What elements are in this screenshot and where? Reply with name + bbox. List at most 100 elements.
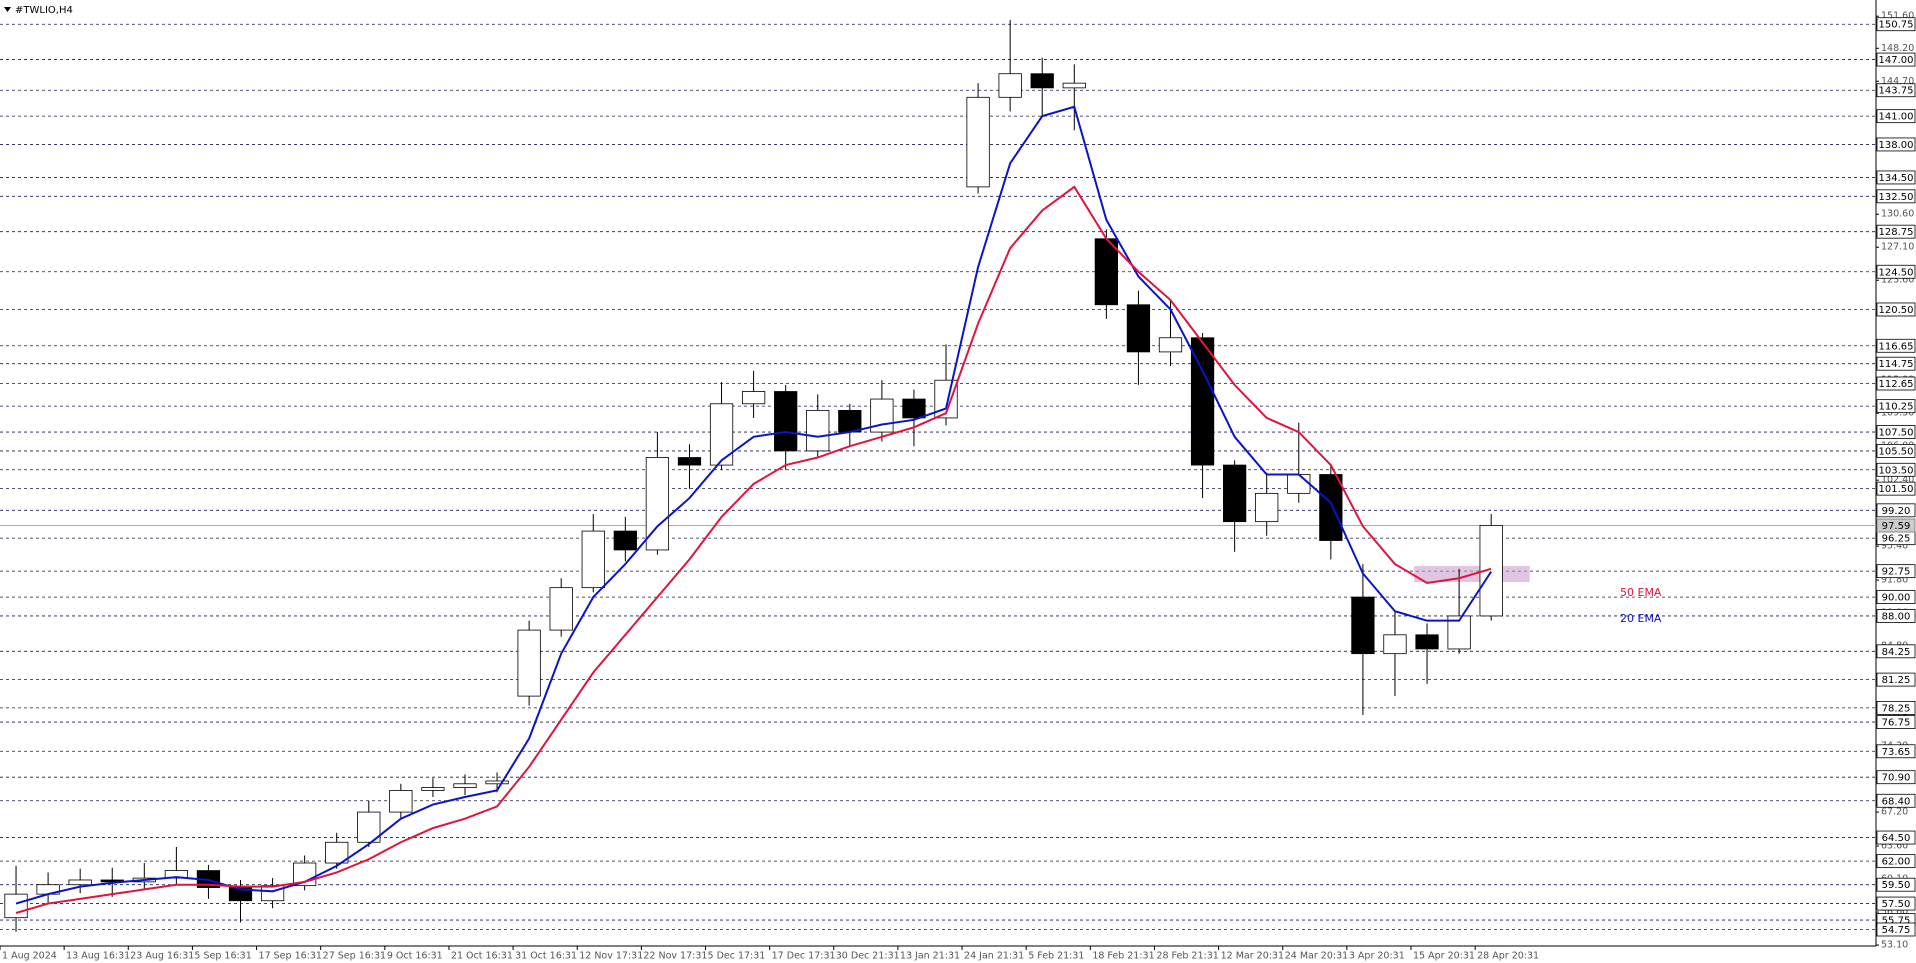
level-label: 54.75 [1882,925,1911,936]
candle-body [902,398,926,419]
level-label: 143.75 [1879,86,1914,97]
level-box [1876,356,1916,371]
level-box [1876,462,1916,477]
x-tick-label: 17 Sep 16:31 [259,951,322,962]
level-box [1876,137,1916,152]
level-box [1876,644,1916,659]
level-label: 107.50 [1879,428,1914,439]
level-box [1876,109,1916,124]
level-box [1876,793,1916,808]
candle-body [517,629,541,697]
level-box [1876,715,1916,729]
candle-body [1126,304,1151,353]
x-tick-label: 22 Nov 17:31 [643,951,707,962]
last-price-box [1876,518,1916,533]
level-box [1876,17,1916,32]
x-tick-label: 12 Mar 20:31 [1221,951,1284,962]
level-label: 57.50 [1882,899,1911,910]
candle-body [1479,525,1503,617]
candle-body [1030,73,1054,89]
level-box [1876,170,1916,185]
x-tick-label: 27 Sep 16:31 [323,951,386,962]
y-tick-label: 63.60 [1881,841,1908,852]
candle-body [68,879,92,886]
level-box [1876,830,1916,845]
y-tick-label: 144.70 [1881,76,1914,87]
y-tick-label: 53.10 [1881,940,1908,951]
candle-body [1062,82,1086,89]
candle-body [4,893,28,919]
x-tick-label: 17 Dec 17:31 [772,951,836,962]
level-box [1876,481,1916,496]
candle-body [453,783,477,788]
level-label: 62.00 [1882,857,1911,868]
level-label: 64.50 [1882,833,1911,844]
level-box [1876,564,1916,579]
level-label: 116.65 [1879,341,1914,352]
y-tick-label: 130.60 [1881,209,1914,220]
candle-body [741,391,766,405]
level-label: 134.50 [1879,173,1914,184]
level-label: 70.90 [1882,773,1911,784]
menu-arrow[interactable] [4,7,11,12]
candle-body [325,841,349,864]
y-tick-label: 102.40 [1881,475,1914,486]
level-label: 78.25 [1882,703,1911,714]
level-box [1876,744,1916,759]
y-tick-label: 109.50 [1881,408,1914,419]
level-label: 120.50 [1879,305,1914,316]
candle-body [1415,634,1439,650]
level-box [1876,52,1916,67]
candle-body [1223,464,1247,523]
x-tick-label: 12 Nov 17:31 [579,951,643,962]
y-tick-label: 95.40 [1881,541,1908,552]
level-box [1876,609,1916,623]
ema-line [15,105,1493,905]
x-tick-label: 21 Oct 16:31 [451,951,513,962]
x-tick-label: 13 Aug 16:31 [66,951,130,962]
candle-body [1351,596,1375,655]
level-box [1876,922,1916,937]
level-label: 141.00 [1879,112,1914,123]
level-label: 96.25 [1882,534,1911,545]
candle-body [1319,474,1343,541]
level-label: 132.50 [1879,192,1914,203]
level-label: 103.50 [1879,465,1914,476]
x-tick-label: 5 Feb 21:31 [1028,951,1084,962]
x-tick-label: 31 Oct 16:31 [515,951,577,962]
level-label: 73.65 [1882,747,1911,758]
candle-body [389,790,413,813]
level-box [1876,224,1916,239]
x-tick-label: 28 Apr 20:31 [1477,951,1539,962]
x-tick-label: 3 Apr 20:31 [1349,951,1405,962]
level-box [1876,425,1916,439]
y-tick-label: 56.60 [1881,907,1908,918]
level-label: 138.00 [1879,140,1914,151]
level-label: 147.00 [1879,55,1914,66]
last-price-label: 97.59 [1882,521,1911,532]
x-tick-label: 9 Oct 16:31 [387,951,443,962]
candle-body [1287,474,1311,494]
candle-body [1094,238,1118,306]
candle-body [1255,492,1279,523]
level-box [1876,877,1916,892]
x-tick-label: 30 Dec 21:31 [836,951,900,962]
x-tick-label: 23 Aug 16:31 [130,951,194,962]
ema-line [15,185,1492,914]
candle-body [581,530,605,589]
x-tick-label: 15 Apr 20:31 [1413,951,1475,962]
level-box [1876,83,1916,98]
x-tick-label: 24 Jan 21:31 [964,951,1024,962]
level-label: 92.75 [1882,567,1911,578]
y-tick-label: 123.60 [1881,275,1914,286]
level-box [1876,264,1916,279]
level-label: 90.00 [1882,593,1911,604]
chart-title: #TWLIO,H4 [15,5,73,16]
candle-body [838,409,862,433]
candle-body [485,780,509,785]
level-box [1876,700,1916,715]
level-label: 124.50 [1879,267,1914,278]
level-label: 55.75 [1882,916,1911,927]
level-label: 150.75 [1879,20,1914,31]
